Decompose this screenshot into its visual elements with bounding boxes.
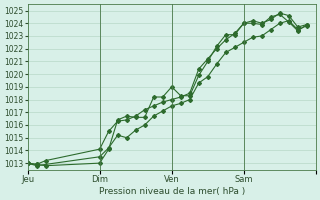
- X-axis label: Pression niveau de la mer( hPa ): Pression niveau de la mer( hPa ): [99, 187, 245, 196]
